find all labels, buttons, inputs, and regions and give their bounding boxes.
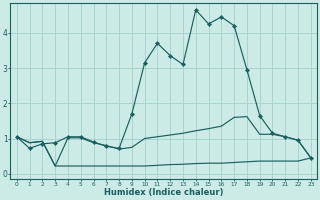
X-axis label: Humidex (Indice chaleur): Humidex (Indice chaleur) xyxy=(104,188,224,197)
